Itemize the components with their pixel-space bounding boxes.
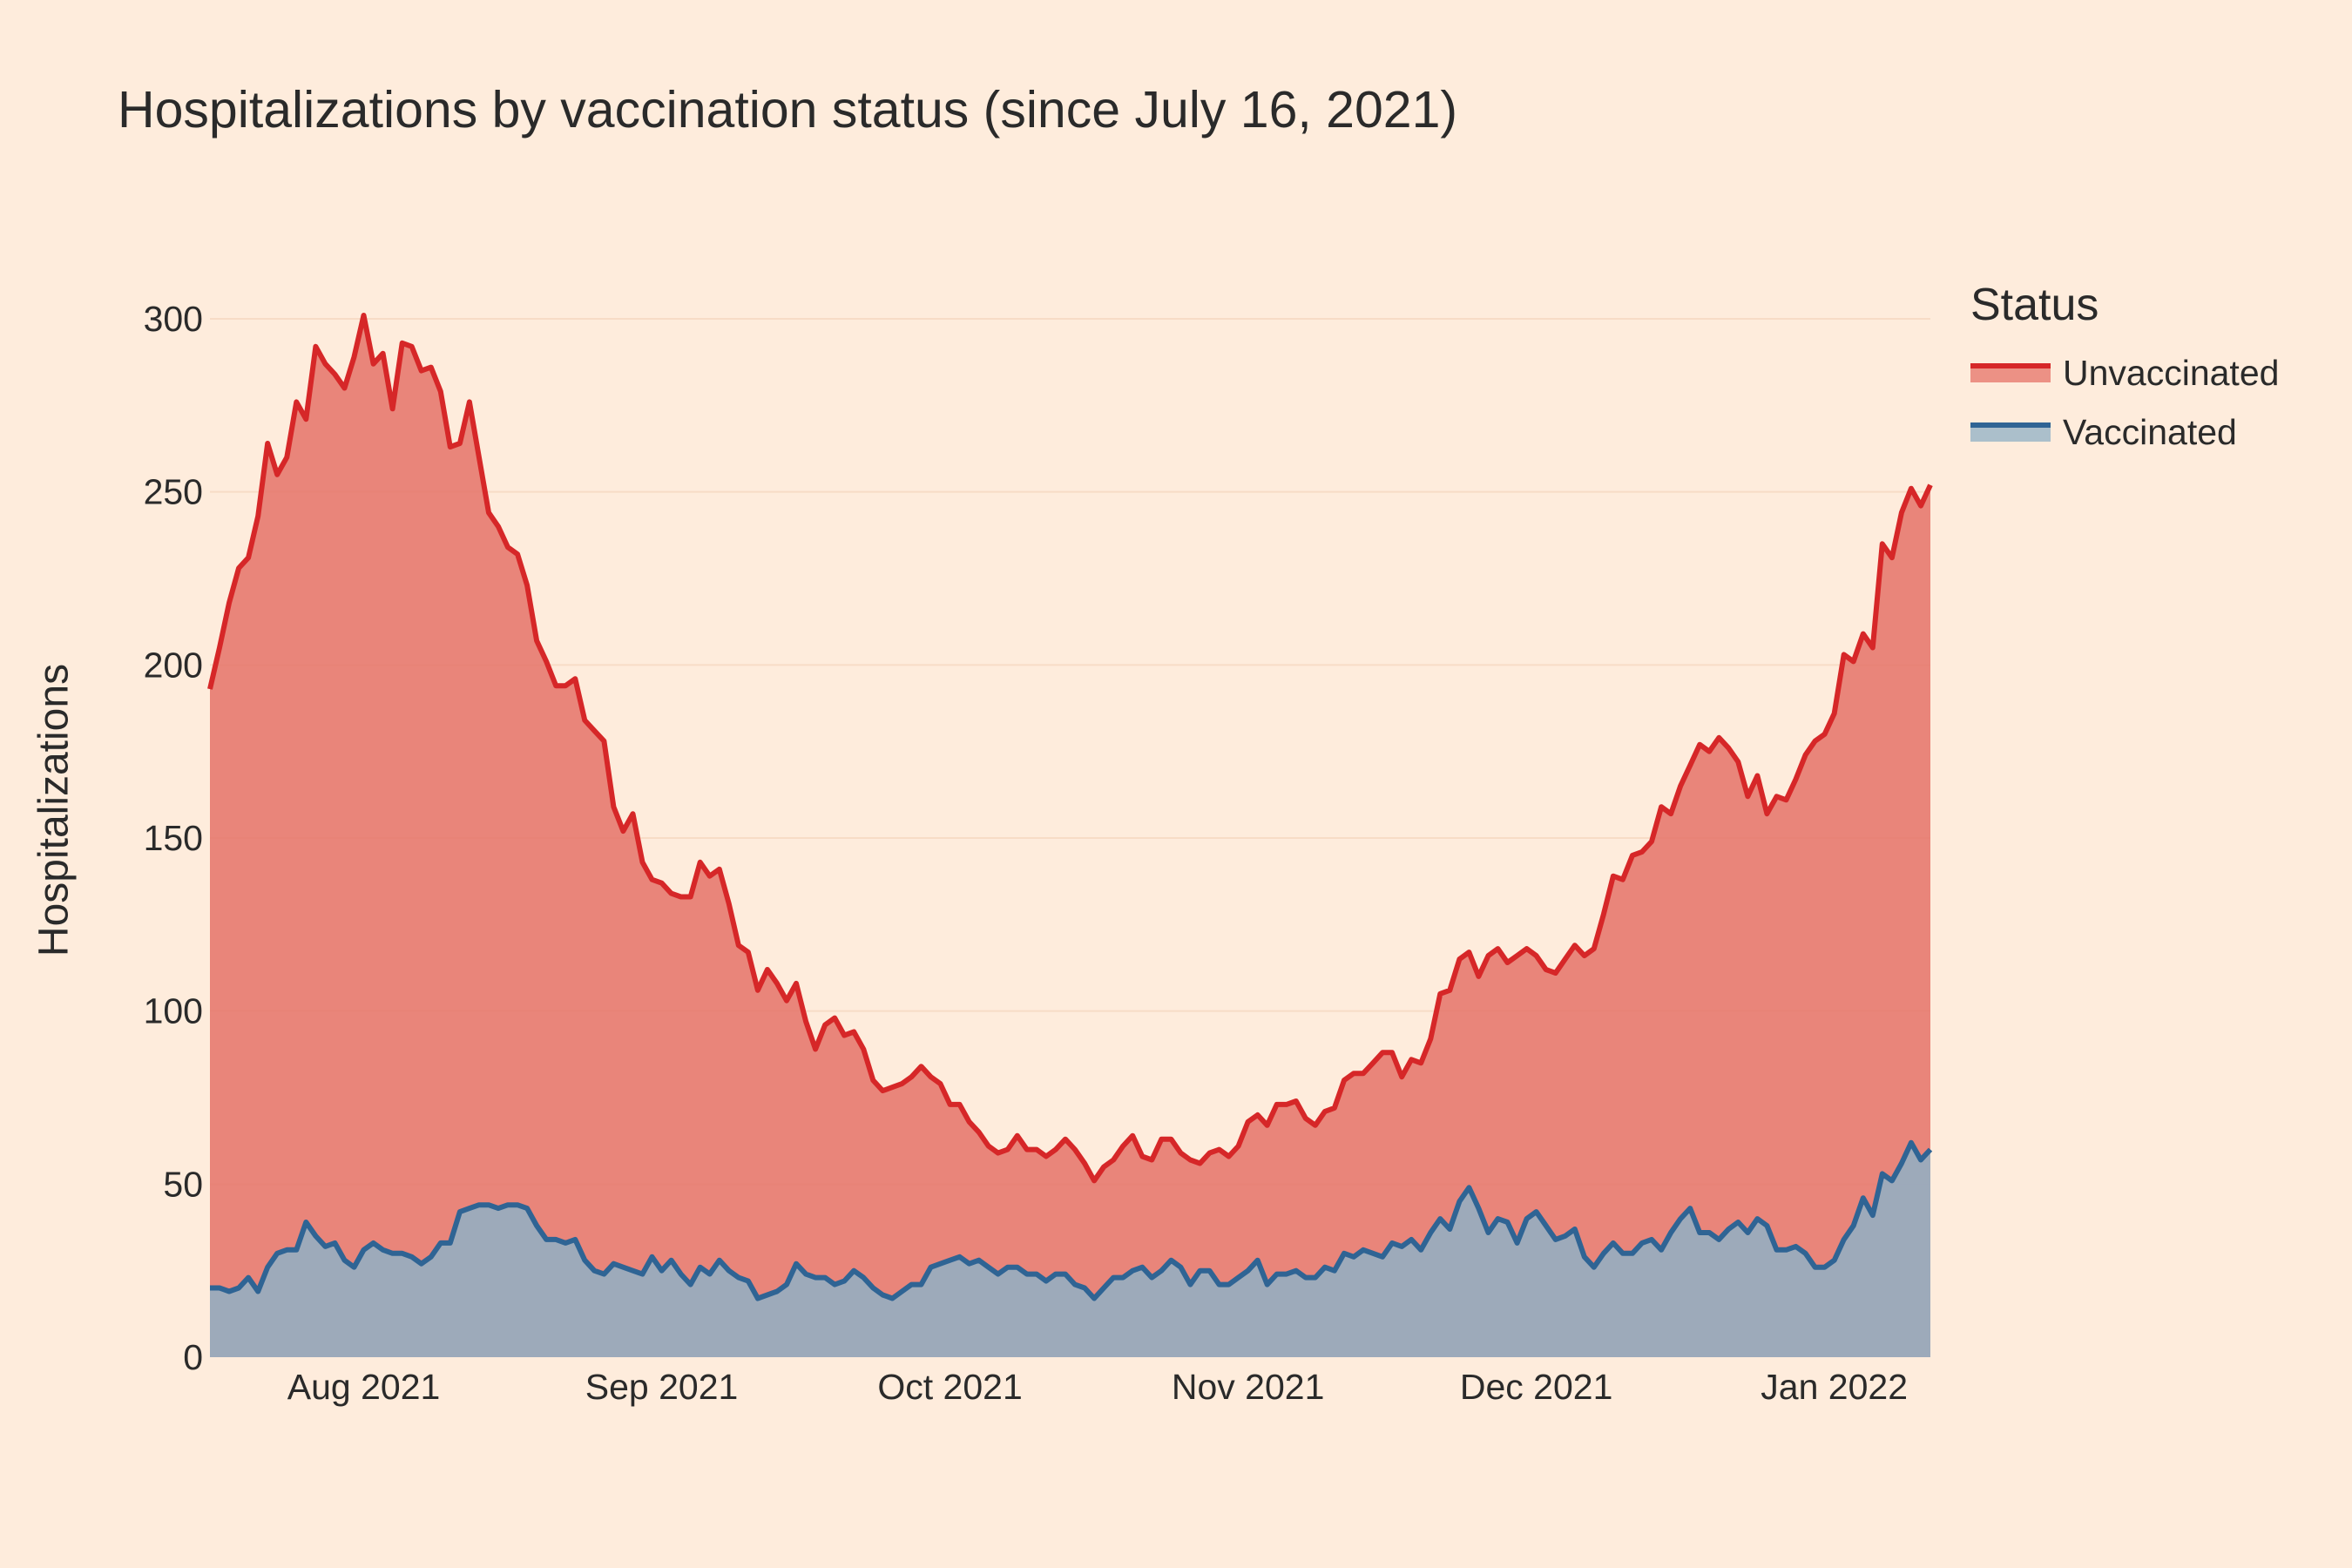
area-vaccinated: [210, 1142, 1930, 1357]
area-unvaccinated: [210, 315, 1930, 1357]
legend-swatch-vaccinated: [1970, 422, 2051, 442]
x-tick-label: Dec 2021: [1460, 1367, 1613, 1407]
y-tick-label: 200: [144, 645, 203, 685]
legend-label-vaccinated: Vaccinated: [2063, 411, 2237, 452]
legend-title: Status: [1970, 280, 2099, 330]
x-axis-ticks: Aug 2021 Sep 2021 Oct 2021 Nov 2021 Dec 2021…: [287, 1367, 1908, 1407]
y-tick-label: 50: [163, 1164, 203, 1204]
x-tick-label: Oct 2021: [877, 1367, 1022, 1407]
x-tick-label: Sep 2021: [585, 1367, 739, 1407]
line-unvaccinated: [207, 313, 1933, 1184]
line-vaccinated: [210, 1139, 1933, 1301]
y-tick-label: 100: [144, 991, 203, 1031]
y-axis-ticks: 0 50 100 150 200 250 300: [144, 299, 203, 1377]
y-tick-label: 150: [144, 818, 203, 858]
y-tick-label: 0: [183, 1337, 203, 1377]
legend-item-vaccinated[interactable]: Vaccinated: [1970, 402, 2279, 462]
x-tick-label: Jan 2022: [1761, 1367, 1908, 1407]
x-tick-label: Nov 2021: [1172, 1367, 1325, 1407]
y-tick-label: 300: [144, 299, 203, 339]
legend-label-unvaccinated: Unvaccinated: [2063, 352, 2280, 393]
legend-item-unvaccinated[interactable]: Unvaccinated: [1970, 343, 2279, 402]
series-areas: [210, 315, 1930, 1357]
legend: Status Unvaccinated Vaccinated: [1970, 279, 2279, 462]
series-lines: [207, 313, 1933, 1301]
x-tick-label: Aug 2021: [287, 1367, 441, 1407]
legend-swatch-unvaccinated: [1970, 363, 2051, 382]
y-tick-label: 250: [144, 472, 203, 512]
chart-title: Hospitalizations by vaccination status (…: [118, 81, 1458, 139]
